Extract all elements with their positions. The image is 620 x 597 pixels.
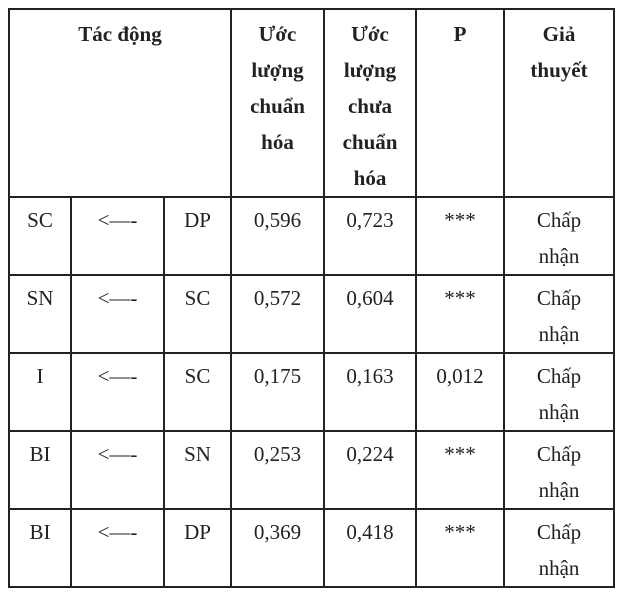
table-row: SC <—- DP 0,596 0,723 *** Chấp nhận (8, 196, 615, 276)
cell-text: BI (29, 442, 51, 466)
table-cell: 0,369 (230, 508, 325, 588)
hypothesis-text: Chấp nhận (536, 286, 582, 346)
cell-text: 0,418 (346, 520, 394, 544)
table-cell: DP (163, 196, 232, 276)
table-cell: 0,418 (323, 508, 417, 588)
table-cell: *** (415, 508, 505, 588)
table-cell: Chấp nhận (503, 352, 615, 432)
cell-text: 0,012 (436, 364, 484, 388)
table-cell: 0,604 (323, 274, 417, 354)
header-text: Ước (258, 22, 297, 46)
table-row: SN <—- SC 0,572 0,604 *** Chấp nhận (8, 274, 615, 354)
cell-text: 0,596 (253, 208, 302, 232)
table-cell: DP (163, 508, 232, 588)
table-cell: Chấp nhận (503, 508, 615, 588)
header-cell: Ước lượng chuẩn hóa (230, 8, 325, 198)
table-cell: Chấp nhận (503, 196, 615, 276)
table-cell: Chấp nhận (503, 274, 615, 354)
cell-text: 0,604 (346, 286, 394, 310)
header-cell: Ước lượng chưa chuẩn hóa (323, 8, 417, 198)
cell-text: SN (26, 286, 54, 310)
table-cell: <—- (71, 508, 164, 588)
cell-text: <—- (97, 442, 138, 466)
cell-text: 0,224 (346, 442, 394, 466)
table-cell: I (8, 352, 72, 432)
table-body: SC <—- DP 0,596 0,723 *** Chấp nhận SN <—- SC 0,57… (8, 196, 615, 588)
table-cell: SC (8, 196, 72, 276)
header-cell: Tác động (8, 8, 232, 198)
header-text: hóa (353, 166, 387, 190)
header-text: Giả (542, 22, 576, 46)
cell-text: 0,572 (253, 286, 302, 310)
header-text: hóa (261, 130, 294, 154)
table-cell: 0,012 (415, 352, 505, 432)
table-cell: *** (415, 430, 505, 510)
header-cell: Giả thuyết (503, 8, 615, 198)
header-text: lượng (343, 58, 397, 82)
cell-text: *** (444, 520, 476, 544)
table-cell: 0,175 (230, 352, 325, 432)
table-cell: *** (415, 196, 505, 276)
header-text: Ước (351, 22, 389, 46)
table-cell: 0,572 (230, 274, 325, 354)
table-cell: <—- (71, 430, 164, 510)
table-cell: SN (163, 430, 232, 510)
header-row: Tác động Ước lượng chuẩn hóa Ước lượng chưa chuẩ… (8, 8, 615, 198)
table-cell: SC (163, 352, 232, 432)
cell-text: 0,163 (346, 364, 394, 388)
table-cell: 0,163 (323, 352, 417, 432)
cell-text: *** (444, 286, 476, 310)
header-text: thuyết (530, 58, 588, 82)
table-cell: 0,596 (230, 196, 325, 276)
cell-text: 0,723 (346, 208, 394, 232)
table-cell: <—- (71, 352, 164, 432)
cell-text: <—- (97, 520, 138, 544)
header-text: chuẩn (250, 94, 305, 118)
cell-text: *** (444, 208, 476, 232)
table-row: I <—- SC 0,175 0,163 0,012 Chấp nhận (8, 352, 615, 432)
table-cell: 0,253 (230, 430, 325, 510)
table-row: BI <—- SN 0,253 0,224 *** Chấp nhận (8, 430, 615, 510)
cell-text: DP (184, 520, 211, 544)
cell-text: I (36, 364, 44, 388)
hypothesis-text: Chấp nhận (536, 442, 582, 502)
table-cell: SC (163, 274, 232, 354)
table-cell: Chấp nhận (503, 430, 615, 510)
cell-text: BI (29, 520, 51, 544)
table-cell: SN (8, 274, 72, 354)
header-text: chưa (347, 94, 393, 118)
cell-text: SC (184, 364, 211, 388)
cell-text: DP (184, 208, 211, 232)
hypothesis-text: Chấp nhận (536, 364, 582, 424)
header-text: Tác động (78, 22, 162, 46)
table-cell: 0,723 (323, 196, 417, 276)
cell-text: 0,253 (253, 442, 302, 466)
cell-text: SN (184, 442, 211, 466)
table-cell: 0,224 (323, 430, 417, 510)
hypothesis-text: Chấp nhận (536, 208, 582, 268)
results-table: Tác động Ước lượng chuẩn hóa Ước lượng chưa chuẩ… (8, 8, 615, 588)
cell-text: <—- (97, 208, 138, 232)
header-cell: P (415, 8, 505, 198)
cell-text: <—- (97, 364, 138, 388)
cell-text: 0,175 (253, 364, 302, 388)
header-text: chuẩn (342, 130, 398, 154)
table-cell: <—- (71, 274, 164, 354)
table-cell: BI (8, 430, 72, 510)
cell-text: SC (184, 286, 211, 310)
header-text: lượng (251, 58, 304, 82)
table-cell: <—- (71, 196, 164, 276)
cell-text: SC (27, 208, 53, 232)
table-cell: BI (8, 508, 72, 588)
cell-text: <—- (97, 286, 138, 310)
table-cell: *** (415, 274, 505, 354)
cell-text: *** (444, 442, 476, 466)
hypothesis-text: Chấp nhận (536, 520, 582, 580)
cell-text: 0,369 (253, 520, 302, 544)
table-row: BI <—- DP 0,369 0,418 *** Chấp nhận (8, 508, 615, 588)
header-text: P (453, 22, 467, 46)
